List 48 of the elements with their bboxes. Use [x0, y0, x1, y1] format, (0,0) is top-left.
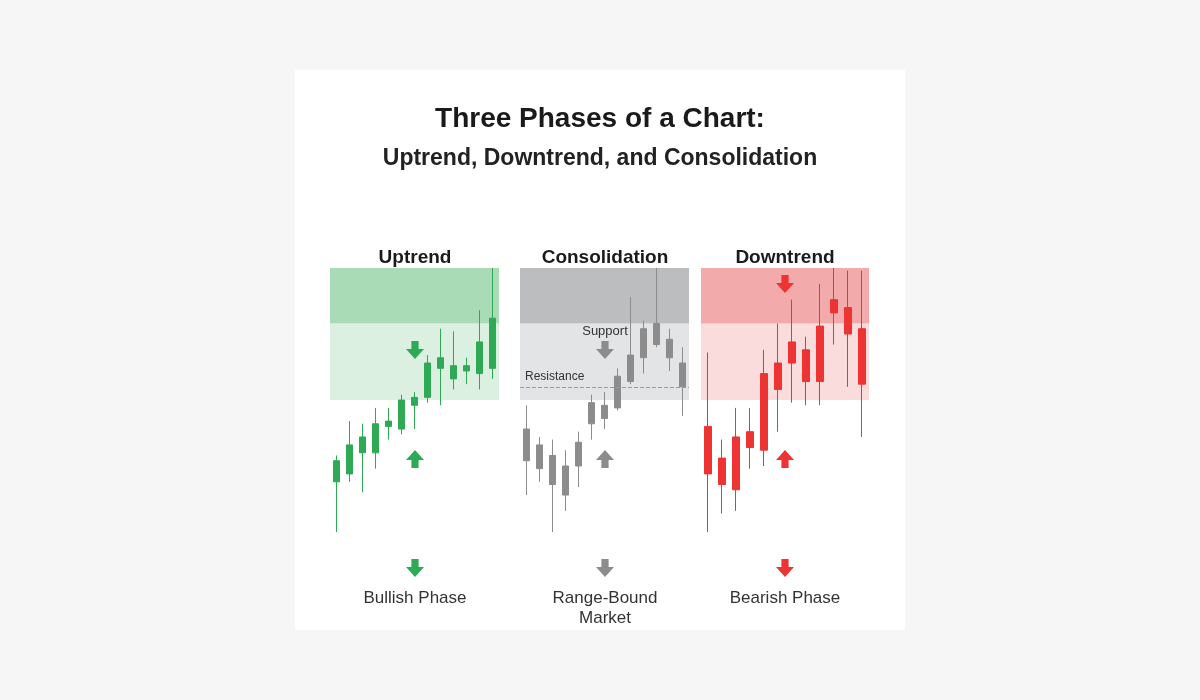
candlestick: [802, 336, 810, 406]
candlestick: [398, 394, 405, 435]
chart-title: Consolidation: [541, 246, 669, 267]
candlestick: [575, 431, 582, 488]
ref-line-label: Resistance: [525, 368, 585, 383]
text: Three Phases of a Chart:: [435, 101, 765, 133]
candlestick: [679, 346, 686, 417]
candlestick: [437, 328, 444, 406]
candlestick: [549, 439, 556, 533]
candlestick: [523, 404, 530, 496]
candlestick: [601, 391, 608, 430]
candlestick: [385, 407, 392, 441]
candlestick: [666, 328, 673, 372]
candlestick: [346, 420, 353, 483]
candlestick: [732, 407, 740, 512]
candlestick: [333, 454, 340, 533]
candlestick: [627, 296, 634, 385]
text: Bearish Phase: [728, 588, 842, 608]
candlestick: [372, 407, 379, 470]
candlestick: [424, 354, 431, 404]
candlestick: [788, 299, 796, 404]
candlestick: [858, 270, 866, 438]
chart-title: Uptrend: [378, 246, 452, 267]
candlestick: [476, 309, 483, 390]
candlestick: [760, 349, 768, 467]
annotation: Support: [581, 323, 629, 338]
candlestick: [614, 367, 621, 412]
candlestick: [746, 407, 754, 470]
candlestick: [653, 267, 660, 348]
text: Uptrend, Downtrend, and Consolidation: [382, 143, 818, 170]
candlestick: [536, 436, 543, 483]
text: Bullish Phase: [362, 588, 468, 608]
candlestick: [411, 391, 418, 430]
candlestick: [704, 351, 712, 533]
candlestick: [830, 267, 838, 346]
candlestick: [359, 423, 366, 493]
candlestick: [489, 267, 496, 380]
candlestick: [640, 320, 647, 375]
candlestick: [450, 330, 457, 390]
candlestick: [816, 283, 824, 406]
candlestick: [463, 357, 470, 385]
candlestick: [588, 394, 595, 441]
candlestick: [774, 322, 782, 433]
text: Range-Bound Market: [551, 588, 659, 628]
candlestick: [718, 439, 726, 515]
chart-title: Downtrend: [735, 246, 835, 267]
candlestick: [562, 449, 569, 512]
candlestick: [844, 270, 852, 388]
